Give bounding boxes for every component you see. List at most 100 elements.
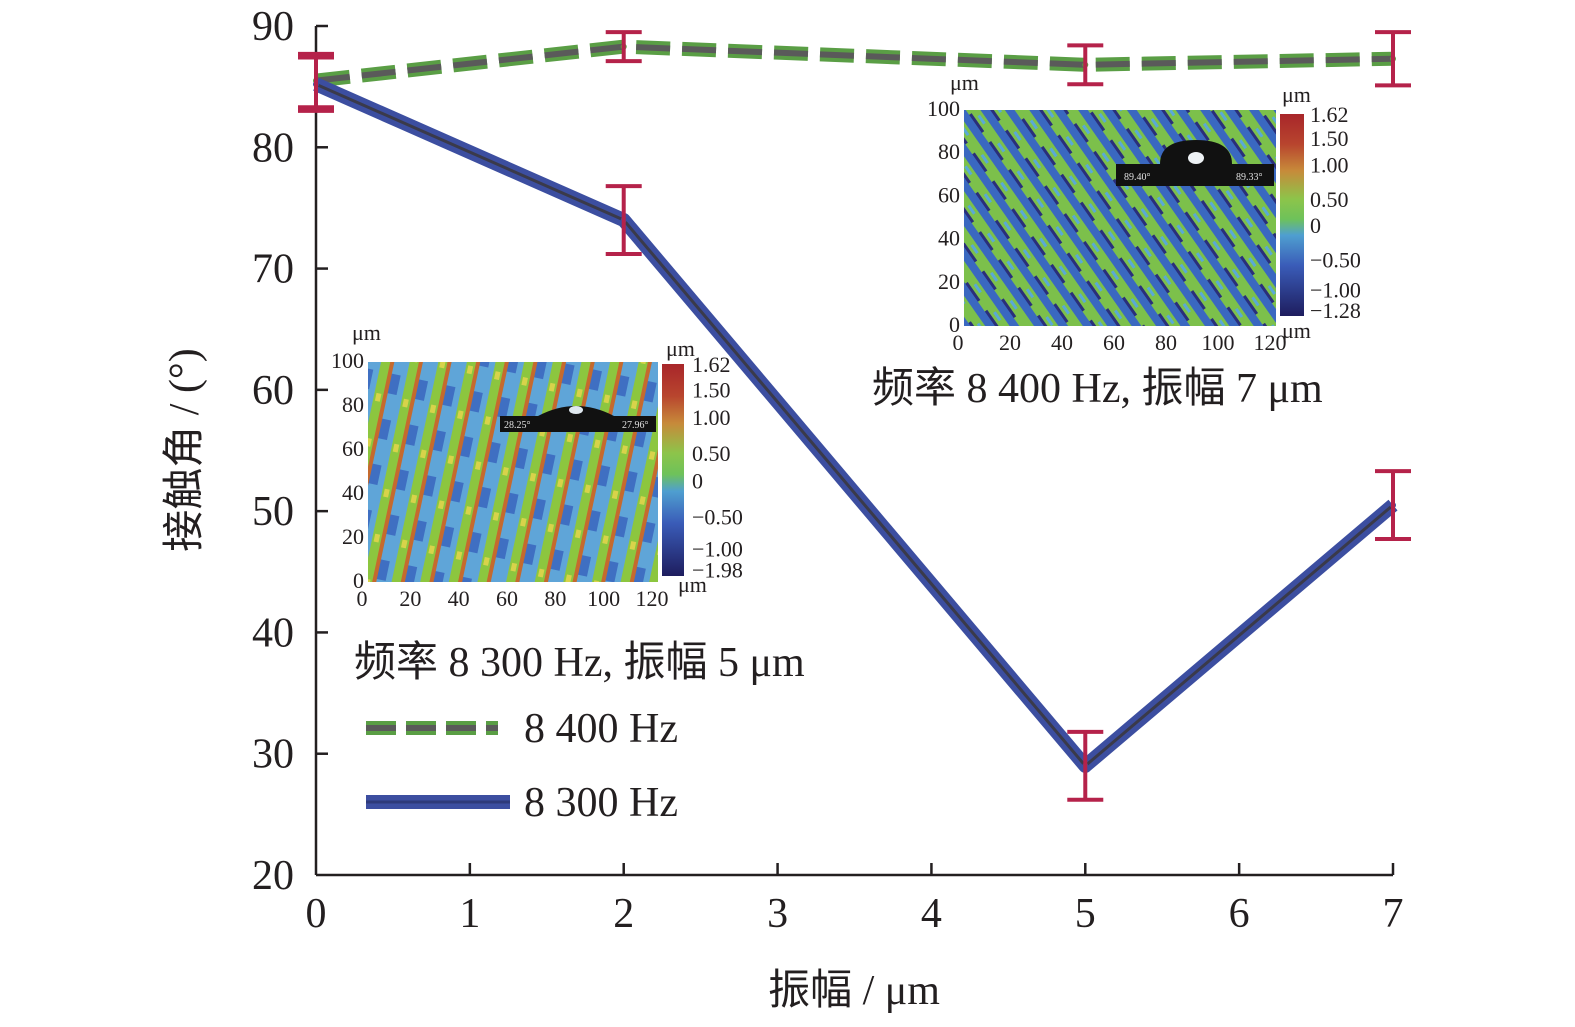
inset-1-unit-top: μm — [352, 320, 381, 345]
error-bars — [298, 30, 1411, 802]
inset-2-caption: 频率 8 400 Hz, 振幅 7 μm — [872, 365, 1323, 412]
x-tick-label-2: 2 — [613, 891, 634, 937]
legend-item-8300hz: 8 300 Hz — [366, 780, 678, 826]
inset-2-cbar-tick-6: −1.00 — [1310, 278, 1361, 303]
inset-2-cbar-tick-7: −1.28 — [1310, 298, 1361, 323]
inset-2-x-tick-120: 120 — [1254, 330, 1287, 355]
inset-1-x-tick-0: 0 — [357, 586, 368, 611]
x-tick-label-1: 1 — [459, 891, 480, 937]
inset-1-cbar-tick-3: 0.50 — [692, 441, 731, 466]
inset-2-cbar-tick-4: 0 — [1310, 213, 1321, 238]
axes: 0 1 2 3 4 5 6 7 20 30 40 50 60 70 80 90 — [252, 4, 1404, 937]
inset-surface-map-8400hz: 89.40° 89.33° μm μm μm 0 20 40 60 80 100 120 0… — [872, 70, 1361, 412]
inset-1-x-tick-80: 80 — [544, 586, 566, 611]
inset-2-colorbar-tick-labels: 1.621.501.00 0.500 −0.50 −1.00−1.28 — [1310, 102, 1361, 323]
x-tick-label-7: 7 — [1383, 891, 1404, 937]
inset-2-cbar-tick-5: −0.50 — [1310, 247, 1361, 272]
inset-2-y-tick-40: 40 — [938, 226, 960, 251]
y-tick-label-40: 40 — [252, 610, 294, 656]
inset-1-y-tick-80: 80 — [342, 392, 364, 417]
inset-1-cbar-tick-0: 1.62 — [692, 352, 731, 377]
inset-1-droplet-label-right: 27.96° — [622, 420, 649, 431]
inset-1-x-tick-120: 120 — [636, 586, 669, 611]
inset-1-cbar-tick-6: −1.00 — [692, 536, 743, 561]
inset-1-x-tick-labels: 0 20 40 60 80 100 120 — [357, 586, 669, 611]
inset-1-droplet-bar — [500, 416, 656, 432]
inset-2-cbar-tick-0: 1.62 — [1310, 102, 1349, 127]
error-bar-8300Hz-7 — [1375, 469, 1411, 542]
inset-1-x-tick-40: 40 — [448, 586, 470, 611]
error-bar-8400Hz-7 — [1375, 30, 1411, 88]
x-tick-label-0: 0 — [306, 891, 327, 937]
x-axis-title: 振幅 / μm — [768, 968, 940, 1014]
y-tick-label-50: 50 — [252, 489, 294, 535]
inset-2-y-tick-60: 60 — [938, 182, 960, 207]
inset-2-y-tick-0: 0 — [949, 312, 960, 337]
x-tick-label-3: 3 — [767, 891, 788, 937]
inset-2-droplet-label-right: 89.33° — [1236, 172, 1263, 183]
y-axis-title: 接触角 / (°) — [162, 348, 208, 551]
error-bar-8300Hz-2 — [605, 184, 642, 257]
inset-1-y-tick-20: 20 — [342, 524, 364, 549]
inset-1-cbar-tick-5: −0.50 — [692, 505, 743, 530]
inset-1-y-tick-60: 60 — [342, 436, 364, 461]
inset-1-cbar-tick-1: 1.50 — [692, 377, 731, 402]
y-tick-label-30: 30 — [252, 732, 294, 778]
inset-2-x-tick-labels: 0 20 40 60 80 100 120 — [953, 330, 1287, 355]
inset-2-y-tick-80: 80 — [938, 139, 960, 164]
inset-1-droplet-label-left: 28.25° — [504, 420, 531, 431]
legend-label-8400hz: 8 400 Hz — [524, 706, 678, 752]
legend-label-8300hz: 8 300 Hz — [524, 780, 678, 826]
inset-2-droplet-highlight — [1188, 152, 1204, 164]
y-ticks: 20 30 40 50 60 70 80 90 — [252, 4, 328, 899]
inset-2-droplet-bar — [1116, 164, 1274, 186]
inset-1-colorbar-unit-bottom: μm — [678, 572, 707, 597]
series-8400Hz-line-core — [315, 43, 1394, 84]
legend: 8 400 Hz 8 300 Hz — [366, 706, 678, 826]
inset-2-map — [964, 110, 1276, 326]
inset-1-cbar-tick-2: 1.00 — [692, 405, 731, 430]
inset-1-y-tick-40: 40 — [342, 480, 364, 505]
inset-1-y-tick-0: 0 — [353, 568, 364, 593]
inset-2-cbar-tick-1: 1.50 — [1310, 126, 1349, 151]
inset-2-droplet-label-left: 89.40° — [1124, 172, 1151, 183]
inset-2-x-tick-80: 80 — [1155, 330, 1177, 355]
x-tick-label-5: 5 — [1075, 891, 1096, 937]
y-tick-label-70: 70 — [252, 247, 294, 293]
inset-2-cbar-tick-2: 1.00 — [1310, 153, 1349, 178]
inset-1-cbar-tick-4: 0 — [692, 469, 703, 494]
inset-1-map — [368, 362, 658, 582]
inset-2-colorbar-unit-top: μm — [1282, 82, 1311, 107]
inset-2-colorbar-unit-bottom: μm — [1282, 318, 1311, 343]
error-bar-8400Hz-5 — [1067, 43, 1104, 87]
inset-2-colorbar — [1280, 114, 1304, 316]
error-bar-8300Hz-5 — [1067, 729, 1104, 802]
error-bar-8400Hz-2 — [605, 30, 642, 64]
x-ticks: 0 1 2 3 4 5 6 7 — [306, 863, 1404, 937]
inset-1-cbar-tick-7: −1.98 — [692, 558, 743, 583]
inset-2-x-tick-0: 0 — [953, 330, 964, 355]
y-tick-label-80: 80 — [252, 125, 294, 171]
inset-1-droplet-highlight — [569, 406, 583, 414]
y-tick-label-20: 20 — [252, 853, 294, 899]
y-tick-label-90: 90 — [252, 4, 294, 50]
inset-2-y-tick-100: 100 — [927, 96, 960, 121]
series-8300Hz-line-core — [315, 82, 1394, 768]
inset-2-x-tick-60: 60 — [1103, 330, 1125, 355]
inset-2-y-tick-20: 20 — [938, 269, 960, 294]
inset-1-caption: 频率 8 300 Hz, 振幅 5 μm — [354, 639, 805, 686]
inset-1-colorbar-unit-top: μm — [666, 336, 695, 361]
x-tick-label-4: 4 — [921, 891, 942, 937]
inset-2-x-tick-100: 100 — [1202, 330, 1235, 355]
inset-surface-map-8300hz: 28.25° 27.96° μm μm μm 0 20 40 60 80 100 120 0… — [331, 320, 805, 686]
inset-1-colorbar — [662, 364, 684, 576]
inset-2-y-tick-labels: 0 20 40 60 80 100 — [927, 96, 960, 337]
x-tick-label-6: 6 — [1229, 891, 1250, 937]
inset-1-colorbar-tick-labels: 1.621.50 1.00 0.50 0 −0.50 −1.00−1.98 — [692, 352, 743, 583]
series-layer — [313, 39, 1398, 773]
inset-1-x-tick-60: 60 — [496, 586, 518, 611]
legend-item-8400hz: 8 400 Hz — [366, 706, 678, 752]
inset-2-x-tick-40: 40 — [1051, 330, 1073, 355]
inset-1-x-tick-20: 20 — [399, 586, 421, 611]
